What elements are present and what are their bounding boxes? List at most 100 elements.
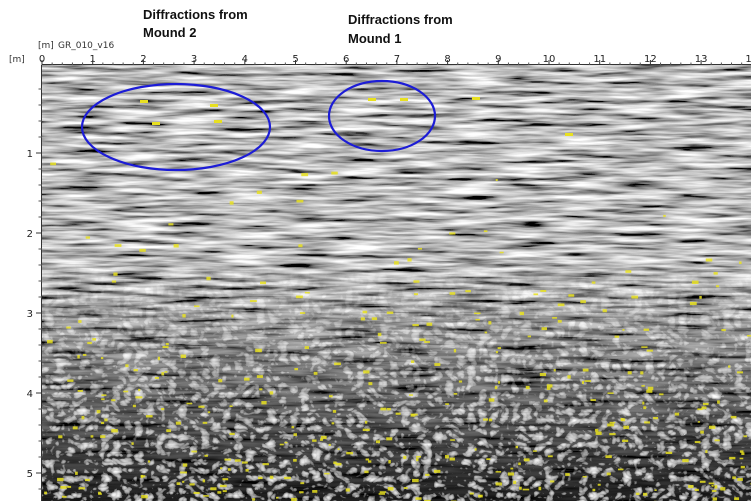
- y-tick-label: 5: [27, 469, 33, 480]
- speckle: [614, 335, 620, 338]
- speckle: [410, 413, 416, 417]
- speckle: [701, 406, 707, 410]
- speckle: [217, 491, 222, 494]
- speckle: [386, 311, 394, 314]
- speckle: [77, 389, 83, 392]
- speckle: [165, 342, 169, 346]
- speckle: [591, 281, 596, 284]
- speckle: [642, 401, 645, 405]
- speckle: [114, 244, 122, 247]
- speckle: [565, 473, 570, 476]
- speckle: [659, 393, 664, 396]
- speckle: [523, 458, 530, 462]
- speckle: [299, 312, 306, 314]
- x-tick-label: 3: [191, 54, 197, 65]
- speckle: [550, 480, 555, 483]
- speckle: [50, 162, 57, 166]
- speckle: [568, 294, 575, 297]
- speckle: [426, 322, 433, 326]
- speckle: [157, 356, 160, 361]
- speckle: [182, 463, 188, 467]
- speckle: [138, 388, 141, 392]
- speckle: [319, 438, 323, 441]
- speckle: [433, 469, 441, 473]
- speckle: [206, 276, 211, 281]
- x-tick-label: 10: [543, 54, 556, 65]
- speckle: [513, 480, 517, 485]
- speckle: [434, 363, 441, 366]
- speckle: [229, 201, 234, 205]
- speckle: [364, 470, 369, 474]
- speckle: [180, 354, 186, 358]
- speckle: [346, 451, 353, 455]
- speckle: [729, 456, 736, 460]
- speckle: [515, 445, 518, 449]
- speckle: [333, 461, 337, 465]
- speckle: [721, 328, 726, 332]
- speckle: [411, 360, 415, 364]
- speckle: [380, 407, 387, 411]
- speckle: [60, 486, 67, 489]
- speckle: [689, 301, 697, 306]
- speckle: [582, 368, 589, 372]
- speckle: [646, 389, 653, 393]
- speckle: [606, 472, 611, 476]
- speckle: [229, 405, 233, 408]
- speckle: [81, 415, 85, 420]
- speckle: [386, 407, 391, 411]
- speckle: [222, 478, 229, 481]
- speckle: [525, 385, 530, 390]
- speckle: [728, 365, 731, 368]
- speckle: [139, 248, 146, 252]
- speckle: [222, 490, 227, 493]
- speckle: [100, 357, 104, 360]
- speckle: [87, 341, 92, 345]
- speckle: [262, 463, 269, 466]
- speckle: [371, 317, 378, 321]
- speckle: [540, 289, 547, 292]
- speckle: [133, 368, 138, 372]
- speckle: [388, 460, 391, 464]
- speckle: [557, 303, 565, 307]
- speckle: [533, 293, 539, 296]
- speckle: [214, 120, 222, 123]
- speckle: [78, 487, 85, 490]
- speckle: [739, 457, 744, 460]
- speckle: [96, 409, 101, 414]
- speckle: [365, 458, 370, 461]
- speckle: [72, 426, 78, 430]
- speckle: [663, 214, 666, 217]
- speckle: [259, 388, 263, 391]
- speckle: [125, 364, 129, 368]
- speckle: [416, 455, 422, 458]
- speckle: [276, 496, 279, 499]
- speckle: [362, 310, 368, 314]
- speckle: [66, 326, 71, 329]
- speckle: [700, 430, 704, 434]
- speckle: [100, 421, 105, 425]
- speckle: [104, 418, 108, 422]
- speckle: [412, 478, 419, 483]
- speckle: [518, 486, 522, 490]
- speckle: [67, 485, 72, 488]
- speckle: [708, 482, 715, 485]
- speckle: [162, 346, 169, 349]
- speckle: [164, 371, 168, 373]
- speckle: [682, 458, 689, 463]
- speckle: [131, 442, 134, 445]
- speckle: [182, 480, 185, 483]
- speckle: [488, 398, 495, 402]
- mound-1-ellipse: [327, 79, 437, 153]
- speckle: [641, 385, 645, 387]
- annotation-line: Mound 1: [348, 31, 401, 46]
- speckle: [90, 435, 94, 438]
- speckle: [416, 457, 419, 462]
- speckle: [100, 435, 106, 438]
- speckle: [590, 399, 596, 402]
- speckle: [166, 429, 172, 433]
- speckle: [714, 439, 720, 442]
- speckle: [694, 488, 699, 492]
- speckle: [541, 327, 548, 331]
- speckle: [486, 458, 491, 461]
- speckle: [483, 230, 488, 233]
